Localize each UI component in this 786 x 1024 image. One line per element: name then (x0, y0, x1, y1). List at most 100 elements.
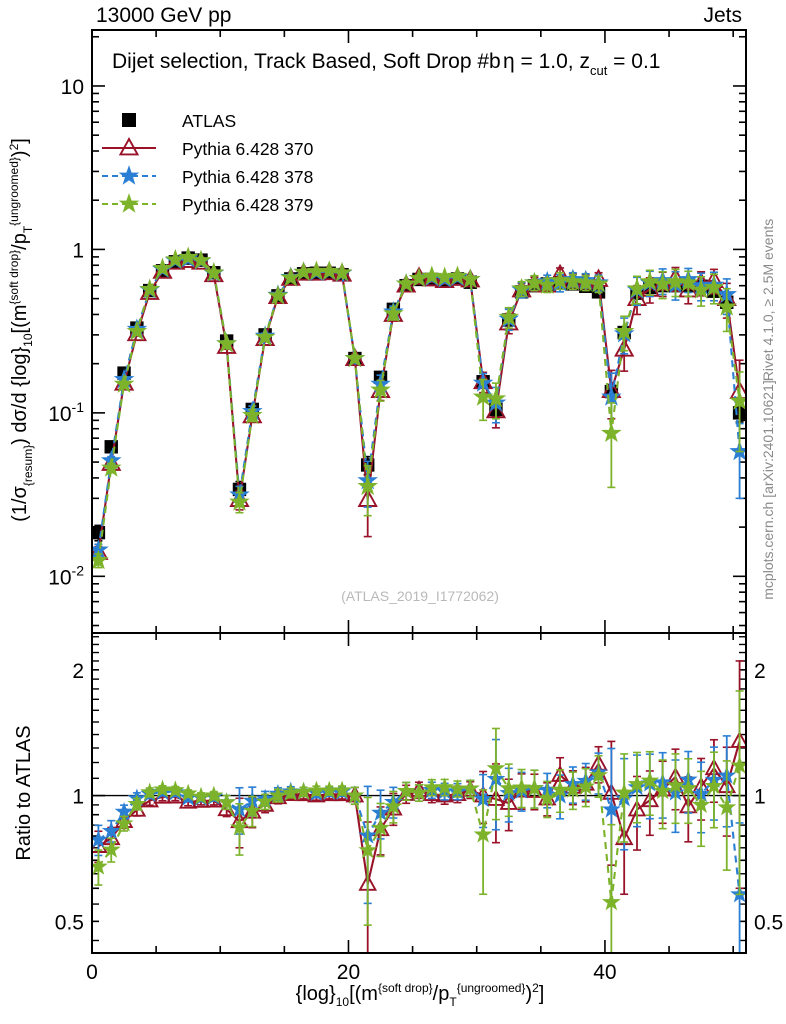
legend-item-0[interactable]: ATLAS (122, 111, 237, 131)
data-marker-star (563, 779, 583, 798)
data-marker-star (729, 390, 745, 410)
watermark-label: (ATLAS_2019_I1772062) (341, 588, 499, 604)
data-marker-star (383, 796, 403, 815)
data-marker-star (485, 387, 507, 408)
data-marker-star (140, 782, 160, 801)
series-pythia-6-428-379 (93, 246, 745, 570)
data-marker-star (332, 780, 352, 799)
ratio-y-tick-label-right: 2 (754, 660, 766, 683)
data-marker-star (114, 813, 134, 832)
data-marker-star (537, 788, 557, 807)
mcplots-source-label: mcplots.cern.ch [arXiv:2401.10621] (760, 380, 776, 599)
data-marker-star (242, 801, 262, 819)
data-marker-star (601, 799, 621, 818)
ratio-frame (91, 632, 747, 954)
data-marker-star (447, 265, 468, 286)
data-marker-star (165, 780, 185, 799)
data-marker-star (549, 269, 571, 290)
data-marker-star (139, 278, 161, 299)
x-tick-label: 40 (593, 961, 616, 984)
data-marker-star (703, 276, 725, 297)
data-marker-star (729, 440, 745, 461)
data-marker-star (101, 821, 121, 840)
x-tick-label: 20 (337, 961, 360, 984)
data-marker-star (101, 839, 121, 858)
ratio-plot-panel: 2 2 1 1 0.5 0.5 0 20 40 (55, 632, 783, 984)
data-marker-star (576, 776, 596, 795)
data-marker-star (512, 777, 531, 796)
data-marker-star (716, 296, 738, 316)
data-marker-star (614, 782, 634, 801)
main-data-layer (93, 246, 745, 570)
data-marker-star (241, 404, 263, 425)
ratio-y-axis-label: Ratio to ATLAS (13, 725, 35, 860)
data-marker-triangle (614, 338, 635, 357)
data-marker-star (678, 778, 698, 797)
data-marker-star (204, 785, 224, 804)
data-marker-star (589, 765, 608, 784)
legend-item-label: Pythia 6.428 379 (182, 195, 313, 215)
ratio-y-tick-label-left: 2 (72, 660, 84, 683)
main-y-tick-label: 10-1 (48, 399, 84, 426)
data-marker-star (435, 777, 455, 796)
data-marker-star (588, 273, 609, 293)
series-pythia-6-428-379 (93, 690, 745, 952)
data-marker-star (575, 271, 597, 292)
main-title: Dijet selection, Track Based, Soft Drop … (112, 50, 501, 73)
data-marker-square (122, 113, 136, 127)
data-marker-star (93, 856, 108, 875)
data-marker-star (345, 785, 365, 804)
data-marker-star (383, 302, 404, 323)
data-marker-star (344, 347, 366, 368)
ratio-y-tick-label-right: 0.5 (754, 911, 783, 934)
data-marker-star (126, 320, 148, 341)
main-y-tick-label: 10 (61, 76, 84, 99)
data-marker-star (267, 285, 289, 305)
ratio-y-tick-label-left: 0.5 (55, 911, 84, 934)
data-marker-star (691, 795, 711, 813)
data-marker-star (472, 386, 494, 406)
data-marker-star (255, 791, 275, 810)
data-marker-star (511, 277, 532, 298)
data-marker-triangle (118, 137, 140, 156)
data-marker-star (190, 249, 212, 270)
data-marker-star (268, 785, 288, 804)
data-marker-star (409, 782, 429, 801)
data-marker-star (601, 892, 621, 911)
data-marker-star (562, 270, 584, 291)
data-marker-star (230, 817, 249, 836)
data-marker-star (358, 840, 378, 859)
data-marker-star (254, 326, 276, 347)
legend-item-2[interactable]: Pythia 6.428 378 (102, 165, 313, 187)
data-marker-star (177, 246, 199, 267)
x-axis-label: {log}10[(m{soft drop}/pT{ungroomed})2] (296, 981, 545, 1009)
data-marker-star (118, 165, 140, 185)
data-marker-star (717, 797, 737, 816)
data-marker-star (525, 778, 544, 797)
data-marker-star (357, 475, 379, 496)
data-marker-star (217, 792, 237, 811)
data-marker-star (152, 257, 173, 278)
data-marker-star (613, 320, 635, 341)
legend-item-label: Pythia 6.428 370 (182, 139, 314, 159)
data-marker-star (653, 781, 673, 800)
data-marker-star (704, 776, 724, 795)
data-marker-triangle (216, 335, 237, 354)
data-marker-star (639, 270, 661, 291)
data-marker-star (396, 781, 416, 800)
data-marker-star (93, 549, 109, 570)
data-marker-star (331, 261, 353, 282)
data-marker-star (677, 271, 699, 292)
header-energy-label: 13000 GeV pp (96, 4, 231, 27)
legend-item-1[interactable]: Pythia 6.428 370 (102, 137, 314, 159)
data-marker-star (536, 274, 558, 294)
data-marker-star (460, 778, 480, 797)
data-marker-star (216, 332, 237, 353)
legend-item-3[interactable]: Pythia 6.428 379 (102, 193, 313, 215)
data-marker-star (421, 265, 443, 286)
data-marker-star (153, 779, 172, 798)
data-marker-star (730, 755, 745, 774)
